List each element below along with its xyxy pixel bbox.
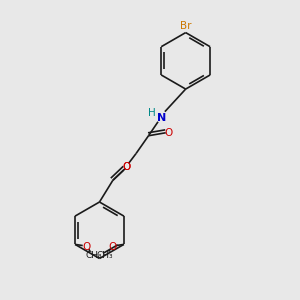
Text: CH₃: CH₃ (97, 250, 113, 260)
Text: O: O (122, 162, 130, 172)
Text: O: O (109, 242, 117, 252)
Text: O: O (123, 162, 131, 172)
Text: O: O (164, 128, 172, 138)
Text: O: O (82, 242, 90, 252)
Text: CH₃: CH₃ (85, 250, 102, 260)
Text: N: N (157, 113, 166, 123)
Text: Br: Br (180, 21, 191, 31)
Text: H: H (148, 108, 156, 118)
